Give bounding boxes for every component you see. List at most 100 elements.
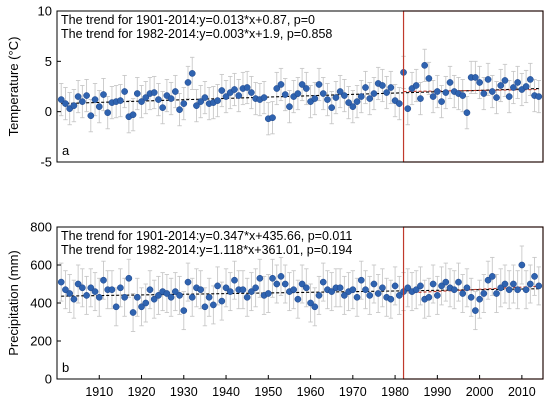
data-point-1958: [298, 81, 306, 88]
x-tick-label: 1940: [212, 385, 240, 399]
data-point-1933: [193, 102, 200, 109]
data-point-1986: [417, 282, 424, 290]
data-point-2000: [476, 295, 483, 303]
data-point-1994: [450, 286, 458, 294]
x-tick-label: 1970: [339, 385, 367, 399]
data-point-1958: [298, 280, 306, 288]
data-point-1972: [357, 93, 365, 100]
data-point-1988: [425, 75, 433, 82]
temperature-points: [57, 62, 543, 123]
data-point-1946: [248, 288, 255, 295]
data-point-1923: [150, 295, 158, 303]
data-point-2009: [514, 286, 521, 294]
x-tick-label: 1950: [254, 385, 282, 399]
data-point-2014: [535, 93, 543, 100]
data-point-2008: [510, 280, 517, 288]
data-point-1912: [104, 109, 112, 117]
data-point-1909: [91, 288, 99, 295]
data-point-1908: [87, 284, 95, 292]
data-point-1918: [129, 309, 137, 316]
data-point-1902: [62, 100, 69, 107]
data-point-1961: [311, 303, 319, 311]
data-point-1931: [184, 79, 192, 86]
data-point-1914: [112, 303, 120, 311]
data-point-2010: [518, 261, 526, 269]
data-point-1975: [370, 90, 378, 97]
data-point-1954: [281, 91, 289, 98]
data-point-1915: [117, 97, 124, 104]
y-tick-label: 0: [45, 372, 52, 387]
data-point-1999: [472, 307, 479, 314]
data-point-1983: [404, 105, 412, 112]
data-point-1991: [438, 98, 445, 105]
data-point-1935: [201, 303, 209, 311]
data-point-2008: [510, 84, 517, 91]
data-point-1942: [231, 86, 238, 93]
data-point-1929: [176, 292, 183, 299]
x-tick-label: 1920: [128, 385, 156, 399]
data-point-1908: [87, 112, 95, 120]
data-point-1928: [171, 288, 179, 295]
data-point-1931: [184, 278, 192, 286]
data-point-1975: [370, 280, 378, 288]
data-point-1919: [133, 293, 141, 301]
data-point-2007: [505, 286, 513, 294]
data-point-2011: [522, 286, 530, 294]
data-point-1963: [319, 278, 327, 286]
data-point-2001: [480, 90, 488, 97]
data-point-1980: [391, 282, 399, 290]
data-point-1962: [315, 81, 323, 88]
trend-line-2: [403, 88, 539, 93]
data-point-1938: [214, 282, 221, 290]
y-tick-label: 200: [30, 334, 52, 349]
data-point-1952: [273, 280, 281, 288]
data-point-2006: [501, 77, 509, 84]
data-point-1918: [129, 111, 137, 119]
precipitation-trend-annotation-2: The trend for 1982-2014:y=1.118*x+361.01…: [61, 243, 352, 257]
data-point-1977: [379, 82, 386, 89]
data-point-1972: [357, 276, 365, 284]
data-point-1905: [74, 280, 82, 288]
data-point-1967: [336, 88, 344, 95]
x-tick-label: 2010: [508, 385, 536, 399]
y-tick-label: 400: [30, 296, 52, 311]
data-point-1940: [222, 93, 230, 100]
data-point-1937: [210, 301, 217, 309]
data-point-1971: [353, 293, 361, 301]
data-point-1924: [155, 96, 162, 103]
data-point-1936: [205, 293, 213, 301]
data-point-1927: [167, 293, 175, 301]
panel-temperature: -5 0 5 10 Temperature (°C) The trend for 19…: [6, 4, 544, 170]
data-point-1955: [286, 103, 293, 110]
data-point-2003: [488, 273, 496, 280]
precipitation-x-ticks: 1910 1920 1930 1940 1950 1960 1970 1980 1990 2000…: [85, 375, 536, 399]
data-point-1968: [341, 92, 348, 99]
temperature-trend-annotation-1: The trend for 1901-2014:y=0.013*x+0.87, …: [61, 13, 315, 27]
data-point-1965: [328, 288, 336, 295]
data-point-1922: [146, 286, 154, 294]
data-point-1913: [108, 286, 116, 294]
data-point-1927: [167, 95, 175, 102]
data-point-1974: [366, 292, 374, 299]
precipitation-panel-label: b: [62, 360, 69, 375]
data-point-2006: [501, 280, 509, 288]
data-point-1934: [197, 98, 205, 105]
data-point-1993: [446, 79, 454, 86]
data-point-1946: [248, 89, 255, 96]
data-point-1932: [188, 293, 196, 301]
data-point-1910: [95, 103, 103, 110]
data-point-2002: [484, 276, 492, 284]
data-point-2005: [497, 82, 505, 89]
data-point-1996: [459, 92, 467, 99]
data-point-1941: [226, 288, 234, 295]
data-point-1920: [138, 98, 145, 105]
temperature-y-ticks: -5 0 5 10: [38, 4, 61, 170]
data-point-1905: [74, 93, 82, 100]
data-point-1985: [412, 82, 420, 89]
data-point-1989: [429, 280, 437, 288]
data-point-1939: [218, 297, 226, 305]
data-point-1906: [79, 284, 86, 292]
data-point-1960: [307, 299, 314, 307]
data-point-1904: [70, 102, 78, 109]
